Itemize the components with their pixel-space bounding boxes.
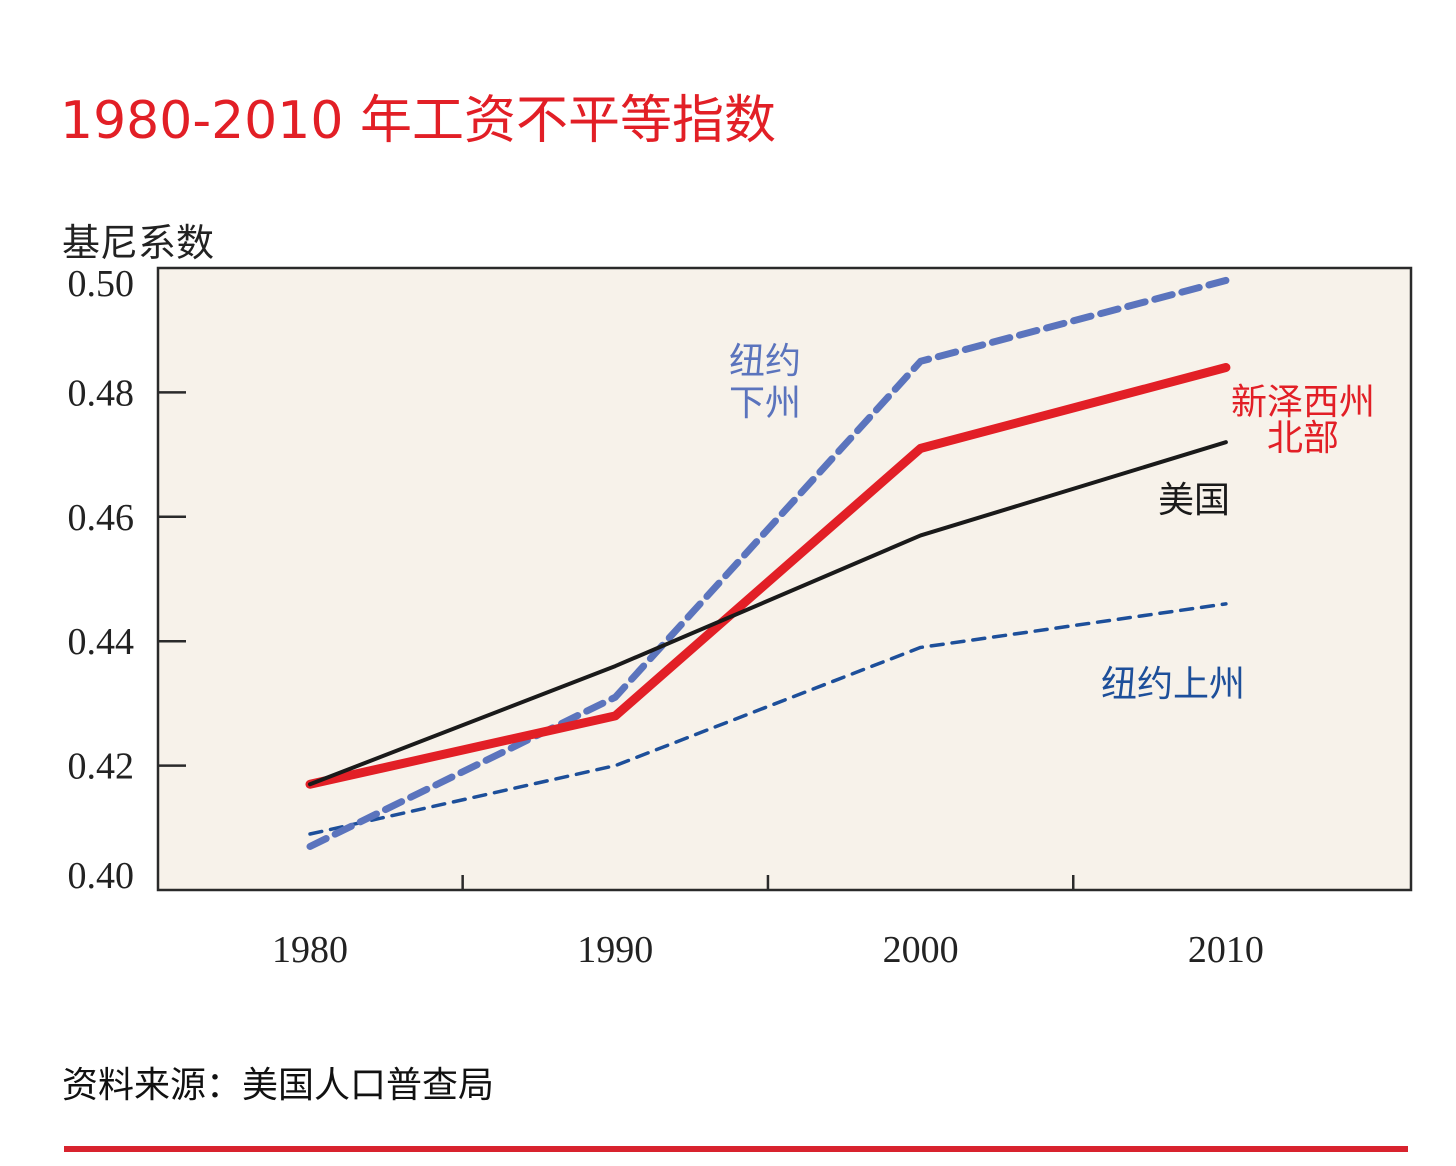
series-label: 下州: [729, 383, 801, 424]
y-tick-label: 0.46: [68, 497, 135, 539]
series-line-2: [308, 440, 1228, 787]
series-label: 新泽西州: [1231, 382, 1375, 423]
y-tick-label: 0.48: [68, 372, 135, 414]
x-tick-label: 1990: [577, 929, 653, 971]
series-label: 纽约上州: [1101, 664, 1245, 705]
series-line-1: [305, 363, 1231, 789]
series-line-0: [306, 276, 1230, 850]
series-label: 纽约: [729, 341, 801, 382]
chart-title: 1980-2010 年工资不平等指数: [60, 91, 776, 151]
line-chart: 0.50 0.48 0.46 0.44 0.42 0.40 1980 1990 2000 2010…: [68, 263, 1413, 971]
axes: 0.50 0.48 0.46 0.44 0.42 0.40 1980 1990 2000 2010: [68, 263, 1264, 971]
bottom-rule: [64, 1146, 1408, 1152]
series-label: 美国: [1158, 480, 1230, 521]
series-label: 北部: [1267, 418, 1339, 459]
y-tick-label: 0.44: [68, 621, 135, 663]
x-tick-label: 1980: [272, 929, 348, 971]
y-tick-label: 0.50: [68, 263, 135, 305]
y-axis-label: 基尼系数: [62, 221, 215, 265]
y-tick-label: 0.42: [68, 746, 135, 788]
series-lines: [305, 276, 1231, 850]
y-tick-label: 0.40: [68, 855, 135, 897]
series-line-3: [308, 602, 1228, 836]
x-tick-label: 2010: [1188, 929, 1264, 971]
source-note: 资料来源：美国人口普查局: [62, 1065, 495, 1106]
x-tick-label: 2000: [883, 929, 959, 971]
